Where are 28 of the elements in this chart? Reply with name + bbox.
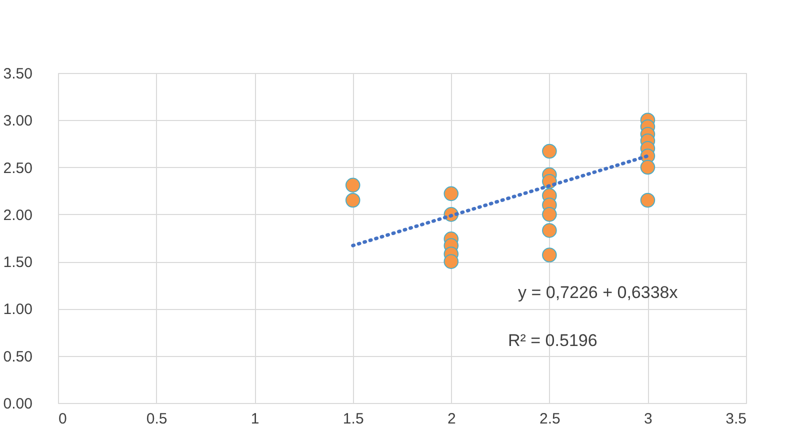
x-tick-label: 0.5 — [146, 410, 168, 428]
x-tick-label: 0 — [58, 410, 67, 428]
point — [640, 160, 656, 175]
y-tick-label: 1.00 — [3, 301, 32, 318]
x-tick-label: 1 — [250, 410, 260, 428]
annotation: R² = 0.5196 — [508, 331, 598, 350]
point — [345, 192, 360, 208]
y-tick-label: 3.50 — [3, 66, 32, 82]
x-tick-label: 2 — [447, 410, 456, 428]
point — [345, 178, 360, 193]
x-tick-label: 3.5 — [726, 410, 746, 428]
point — [640, 192, 656, 208]
x-tick-label: 3 — [644, 410, 652, 428]
x-tick-label: 2.5 — [540, 410, 560, 428]
annotation: y = 0,7226 + 0,6338x — [518, 283, 678, 302]
point — [542, 223, 557, 238]
point — [444, 186, 459, 202]
point — [542, 144, 557, 159]
y-tick-label: 0.50 — [3, 348, 32, 366]
x-tick-label: 1.5 — [342, 410, 364, 428]
y-tick-label: 2.50 — [3, 160, 32, 177]
point — [542, 207, 557, 222]
y-tick-label: 1.50 — [3, 254, 32, 272]
point — [542, 248, 557, 262]
y-tick-label: 2.00 — [3, 206, 32, 224]
y-tick-label: 0.00 — [3, 396, 32, 412]
y-tick-label: 3.00 — [3, 112, 32, 130]
point — [444, 254, 459, 269]
